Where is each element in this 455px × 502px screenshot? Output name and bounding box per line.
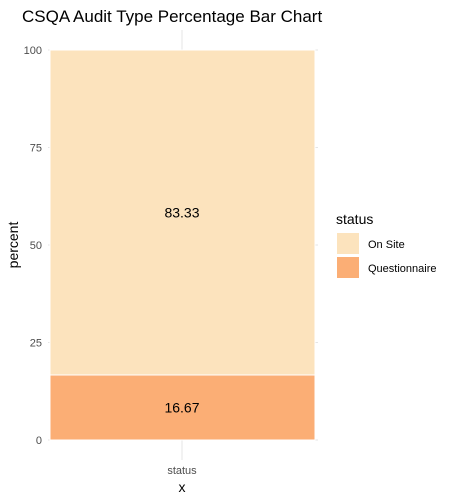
y-axis-ticks: 0 25 50 75 100 [24, 45, 42, 447]
data-label-questionnaire: 16.67 [164, 399, 199, 415]
y-tick-label: 75 [30, 143, 42, 155]
data-label-on-site: 83.33 [164, 204, 199, 220]
legend: status On Site Questionnaire [336, 211, 437, 278]
y-tick-label: 100 [24, 45, 42, 57]
y-tick-label: 50 [30, 240, 42, 252]
y-axis-title: percent [5, 222, 21, 269]
legend-label-on-site: On Site [368, 239, 405, 251]
bars: 16.67 83.33 [49, 49, 316, 441]
legend-label-questionnaire: Questionnaire [368, 263, 437, 275]
legend-title: status [336, 211, 373, 227]
y-tick-label: 0 [36, 435, 42, 447]
x-tick-label: status [167, 465, 197, 477]
legend-swatch-questionnaire [337, 257, 359, 278]
y-tick-label: 25 [30, 338, 42, 350]
bar-segment-questionnaire [49, 374, 316, 441]
legend-swatch-on-site [337, 233, 359, 254]
x-axis-title: x [179, 479, 186, 495]
chart-title: CSQA Audit Type Percentage Bar Chart [22, 7, 322, 26]
bar-segment-on-site [49, 49, 316, 376]
